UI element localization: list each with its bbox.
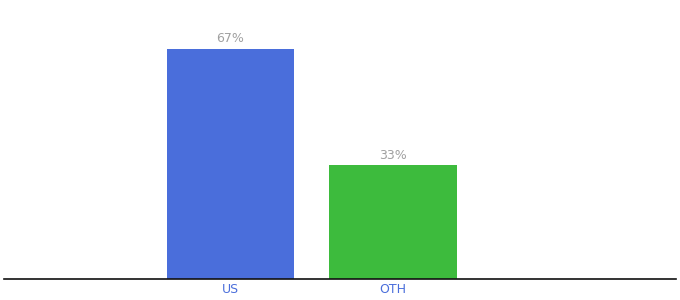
Bar: [167, 49, 294, 279]
Text: 67%: 67%: [216, 32, 244, 45]
Text: 33%: 33%: [379, 149, 407, 162]
Bar: [329, 165, 457, 279]
